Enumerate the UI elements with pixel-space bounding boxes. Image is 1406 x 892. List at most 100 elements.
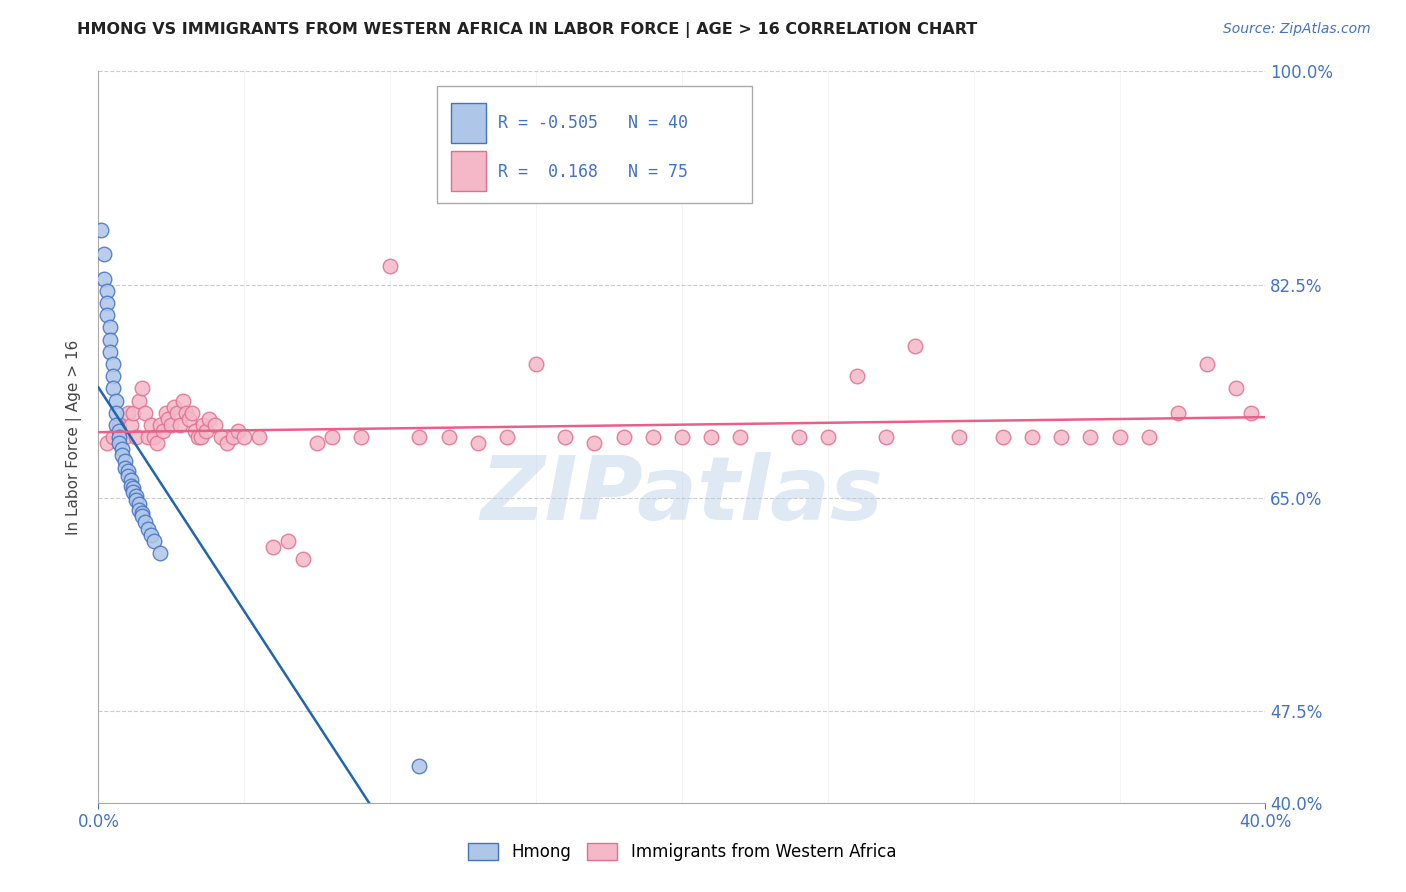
Point — [96, 284, 118, 298]
Point — [1240, 406, 1263, 420]
Point — [262, 540, 284, 554]
Point — [554, 430, 576, 444]
Point — [193, 417, 215, 432]
Point — [1108, 430, 1130, 444]
Text: HMONG VS IMMIGRANTS FROM WESTERN AFRICA IN LABOR FORCE | AGE > 16 CORRELATION CH: HMONG VS IMMIGRANTS FROM WESTERN AFRICA … — [77, 22, 977, 38]
Point — [641, 430, 664, 444]
Point — [195, 424, 218, 438]
Point — [408, 759, 430, 773]
Point — [198, 412, 221, 426]
Point — [128, 497, 150, 511]
Point — [117, 469, 139, 483]
Point — [291, 552, 314, 566]
Point — [131, 509, 153, 524]
Point — [321, 430, 343, 444]
Text: R =  0.168   N = 75: R = 0.168 N = 75 — [498, 162, 688, 180]
Legend: Hmong, Immigrants from Western Africa: Hmong, Immigrants from Western Africa — [461, 836, 903, 868]
Point — [1137, 430, 1160, 444]
Point — [991, 430, 1014, 444]
Point — [134, 516, 156, 530]
Bar — [451, 103, 486, 143]
Point — [1167, 406, 1189, 420]
Point — [93, 247, 115, 261]
Point — [117, 464, 139, 478]
Point — [277, 533, 299, 548]
Point — [817, 430, 839, 444]
Point — [846, 369, 869, 384]
Point — [101, 369, 124, 384]
Point — [111, 442, 134, 457]
Point — [104, 417, 127, 432]
Point — [136, 521, 159, 535]
Point — [120, 473, 142, 487]
Point — [1225, 381, 1247, 395]
Point — [104, 406, 127, 420]
Point — [101, 430, 124, 444]
Point — [117, 406, 139, 420]
Point — [122, 481, 145, 495]
Point — [228, 424, 250, 438]
Y-axis label: In Labor Force | Age > 16: In Labor Force | Age > 16 — [66, 340, 83, 534]
Point — [163, 400, 186, 414]
Point — [948, 430, 970, 444]
Point — [1080, 430, 1102, 444]
Point — [155, 406, 177, 420]
Point — [209, 430, 232, 444]
Point — [108, 424, 131, 438]
Point — [380, 260, 402, 274]
Point — [467, 436, 489, 450]
Point — [122, 484, 145, 499]
Point — [583, 436, 606, 450]
Point — [101, 381, 124, 395]
Point — [114, 460, 136, 475]
Point — [221, 430, 243, 444]
Point — [187, 430, 209, 444]
Point — [152, 424, 174, 438]
Point — [904, 338, 927, 352]
Point — [108, 430, 131, 444]
Point — [98, 320, 121, 334]
Point — [136, 430, 159, 444]
Point — [104, 393, 127, 408]
Point — [157, 412, 180, 426]
Point — [139, 527, 162, 541]
Point — [160, 417, 183, 432]
Point — [96, 436, 118, 450]
Point — [149, 417, 172, 432]
Point — [142, 533, 165, 548]
Point — [174, 406, 197, 420]
Point — [98, 333, 121, 347]
Point — [730, 430, 752, 444]
Point — [131, 381, 153, 395]
Point — [166, 406, 188, 420]
Point — [215, 436, 238, 450]
Point — [149, 546, 172, 560]
Point — [96, 308, 118, 322]
Point — [1050, 430, 1073, 444]
Point — [180, 406, 202, 420]
Point — [671, 430, 693, 444]
Point — [120, 417, 142, 432]
Point — [134, 406, 156, 420]
Point — [612, 430, 634, 444]
Point — [700, 430, 723, 444]
Point — [108, 417, 131, 432]
Text: R = -0.505   N = 40: R = -0.505 N = 40 — [498, 114, 688, 132]
Point — [169, 417, 191, 432]
Point — [131, 506, 153, 520]
Point — [114, 430, 136, 444]
Point — [146, 436, 169, 450]
Point — [139, 417, 162, 432]
Point — [125, 493, 148, 508]
Text: Source: ZipAtlas.com: Source: ZipAtlas.com — [1223, 22, 1371, 37]
Point — [93, 271, 115, 285]
Point — [122, 406, 145, 420]
Point — [204, 417, 226, 432]
Point — [142, 430, 165, 444]
Point — [125, 489, 148, 503]
Point — [114, 454, 136, 468]
Point — [90, 223, 112, 237]
Point — [128, 503, 150, 517]
Point — [98, 344, 121, 359]
Point — [111, 448, 134, 462]
